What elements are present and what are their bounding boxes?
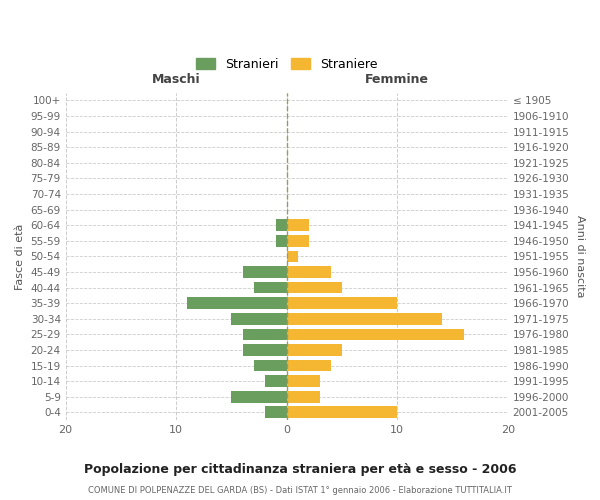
Bar (254, 360, 287, 372)
Bar (242, 328, 287, 340)
Bar (232, 313, 287, 324)
Bar (287, 235, 309, 246)
Text: Femmine: Femmine (365, 73, 429, 86)
Bar (242, 266, 287, 278)
Bar (265, 406, 287, 418)
Bar (287, 391, 320, 402)
Bar (242, 344, 287, 356)
Bar (287, 220, 309, 231)
Bar (275, 235, 287, 246)
Bar (287, 266, 331, 278)
Y-axis label: Fasce di età: Fasce di età (15, 223, 25, 290)
Text: Popolazione per cittadinanza straniera per età e sesso - 2006: Popolazione per cittadinanza straniera p… (84, 462, 516, 475)
Bar (287, 376, 320, 387)
Bar (254, 282, 287, 294)
Bar (187, 298, 287, 309)
Legend: Stranieri, Straniere: Stranieri, Straniere (191, 53, 382, 76)
Bar (275, 220, 287, 231)
Bar (287, 313, 442, 324)
Bar (287, 360, 331, 372)
Bar (232, 391, 287, 402)
Bar (287, 406, 397, 418)
Bar (287, 328, 464, 340)
Bar (287, 344, 342, 356)
Bar (265, 376, 287, 387)
Bar (287, 298, 397, 309)
Y-axis label: Anni di nascita: Anni di nascita (575, 215, 585, 298)
Bar (287, 250, 298, 262)
Text: COMUNE DI POLPENAZZE DEL GARDA (BS) - Dati ISTAT 1° gennaio 2006 - Elaborazione : COMUNE DI POLPENAZZE DEL GARDA (BS) - Da… (88, 486, 512, 495)
Bar (287, 282, 342, 294)
Text: Maschi: Maschi (152, 73, 200, 86)
